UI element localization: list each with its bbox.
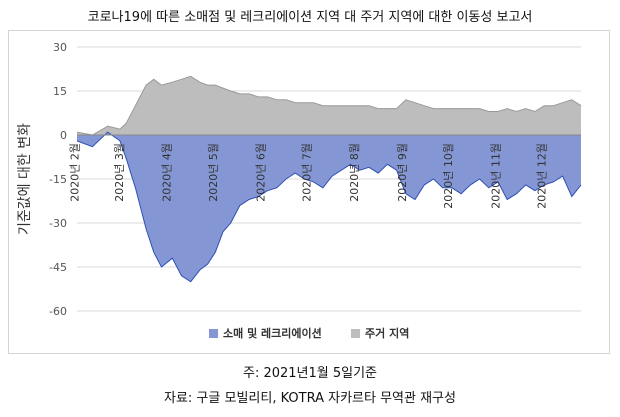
x-tick-label: 2020년 9월 xyxy=(396,143,409,202)
x-tick-label: 2020년 8월 xyxy=(348,143,361,202)
x-tick-label: 2020년 4월 xyxy=(161,143,174,202)
legend-label: 주거 지역 xyxy=(365,326,409,340)
chart-frame: 30 15 0 -15 -30 -45 -60 2020년 2월 2020년 3월 2020년 4… xyxy=(8,30,610,354)
x-tick-label: 2020년 12월 xyxy=(536,143,549,209)
residential-area xyxy=(77,76,581,135)
y-tick-label: -30 xyxy=(49,217,67,230)
legend-label: 소매 및 레크리에이션 xyxy=(223,326,322,340)
legend-swatch xyxy=(351,329,360,338)
y-tick-label: 30 xyxy=(53,41,67,54)
y-axis-title: 기준값에 대한 변화 xyxy=(17,123,33,235)
note-source: 자료: 구글 모빌리티, KOTRA 자카르타 무역관 재구성 xyxy=(164,391,456,406)
x-tick-label: 2020년 10월 xyxy=(442,143,455,209)
x-tick-label: 2020년 6월 xyxy=(254,143,267,202)
y-tick-label: 0 xyxy=(60,129,67,142)
x-tick-label: 2020년 3월 xyxy=(113,143,126,202)
y-tick-label: -45 xyxy=(49,261,67,274)
residential-line xyxy=(76,75,582,136)
x-tick-label: 2020년 5월 xyxy=(207,143,220,202)
x-tick-label: 2020년 7월 xyxy=(301,143,314,202)
legend-swatch xyxy=(209,329,218,338)
y-tick-label: -15 xyxy=(49,173,67,186)
x-tick-label: 2020년 2월 xyxy=(69,143,82,202)
mobility-area-chart: 30 15 0 -15 -30 -45 -60 2020년 2월 2020년 3월 2020년 4… xyxy=(17,41,582,340)
y-tick-label: 15 xyxy=(53,85,67,98)
page-title: 코로나19에 따른 소매점 및 레크리에이션 지역 대 주거 지역에 대한 이동… xyxy=(87,10,533,25)
retail-area xyxy=(77,132,581,282)
y-tick-label: -60 xyxy=(49,305,67,318)
note-date: 주: 2021년1월 5일기준 xyxy=(242,366,378,381)
x-tick-label: 2020년 11월 xyxy=(490,143,503,209)
retail-line xyxy=(76,131,582,283)
